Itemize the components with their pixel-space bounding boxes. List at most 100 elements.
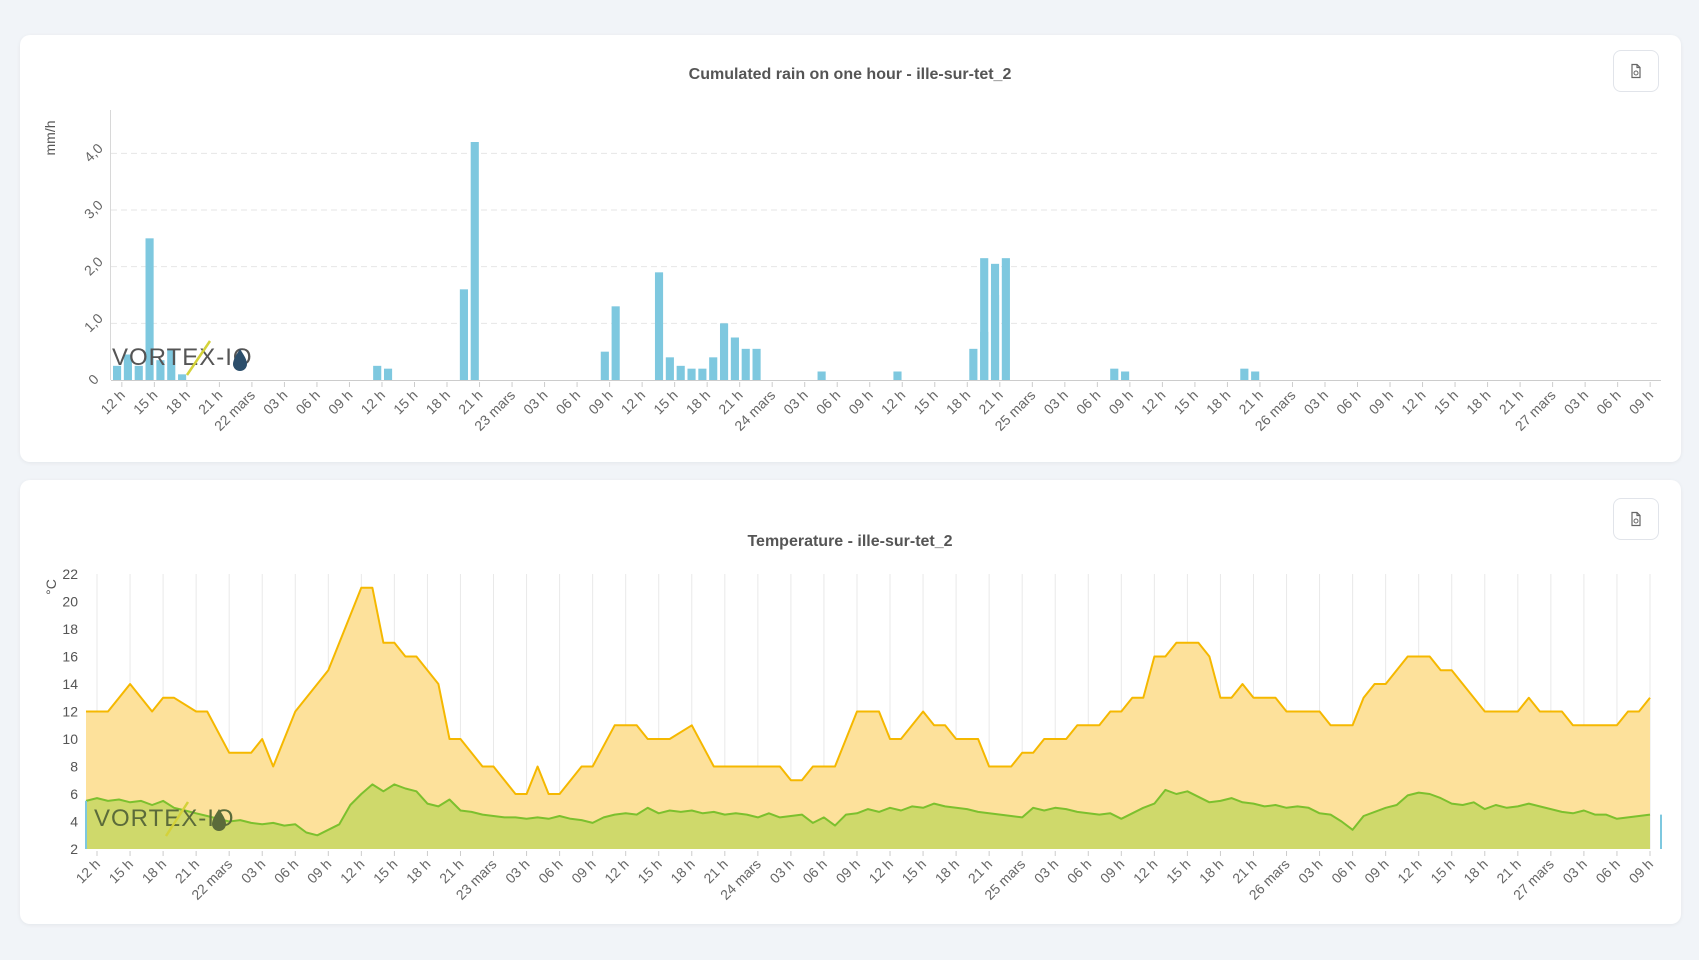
temperature-y-axis-label: °C (43, 579, 59, 595)
rain-bar[interactable] (654, 272, 664, 380)
rain-x-tick-label: 09 h (1105, 387, 1136, 418)
temperature-x-tick-label: 09 h (568, 856, 599, 887)
rain-bar[interactable] (730, 337, 739, 381)
file-export-icon (1631, 511, 1641, 527)
rain-x-tick-label: 09 h (1626, 387, 1657, 418)
rain-bar[interactable] (383, 368, 393, 380)
rain-x-tick-label: 12 h (878, 387, 909, 418)
rain-bar[interactable] (470, 142, 479, 380)
rain-bar[interactable] (665, 357, 674, 380)
rain-x-tick-label: 06 h (813, 387, 844, 418)
rain-x-tick-label: 18 h (1203, 387, 1234, 418)
rain-bar[interactable] (719, 323, 729, 380)
rain-bar[interactable] (980, 258, 989, 380)
rain-bar[interactable] (113, 365, 122, 380)
rain-bar[interactable] (969, 348, 978, 380)
rain-y-tick-label: 3,0 (81, 197, 106, 222)
rain-x-tick-label: 12 h (1398, 387, 1429, 418)
temperature-series-1-line[interactable] (85, 783, 1651, 837)
temperature-x-tick-label: 06 h (1328, 856, 1359, 887)
rain-y-tick-label: 0 (85, 371, 102, 388)
rain-export-button[interactable] (1613, 50, 1659, 92)
rain-chart-title: Cumulated rain on one hour - ille-sur-te… (689, 66, 1012, 83)
rain-x-tick-label: 18 h (423, 387, 454, 418)
rain-bar[interactable] (123, 354, 132, 381)
rain-bar[interactable] (459, 289, 468, 380)
rain-bar[interactable] (373, 365, 382, 380)
rain-bar[interactable] (167, 348, 176, 380)
temperature-x-tick-label: 03 h (1295, 856, 1326, 887)
temperature-x-tick-label: 03 h (238, 856, 269, 887)
rain-x-tick-label: 12 h (97, 387, 128, 418)
temperature-chart: Temperature - ille-sur-tet_2 °C 2 4 6 8 10 12… (43, 533, 1662, 903)
rain-x-tick-label: 09 h (1366, 387, 1397, 418)
temperature-y-tick-label: 16 (62, 649, 78, 665)
rain-bar[interactable] (1110, 368, 1119, 380)
rain-bar[interactable] (687, 368, 696, 380)
temperature-y-tick-label: 10 (62, 731, 78, 747)
file-export-icon (1631, 63, 1641, 79)
rain-chart-card: Cumulated rain on one hour - ille-sur-te… (20, 35, 1681, 462)
rain-chart: Cumulated rain on one hour - ille-sur-te… (42, 66, 1661, 434)
rain-x-tick-label: 15 h (1431, 387, 1462, 418)
vortex-io-watermark: VORTEX-IO (112, 340, 252, 376)
rain-x-tick-label: 03 h (780, 387, 811, 418)
temperature-series-0-area (86, 587, 1650, 849)
rain-bar[interactable] (600, 351, 609, 380)
temperature-x-tick-label: 15 h (1427, 856, 1458, 887)
temperature-y-tick-label: 12 (62, 704, 78, 720)
temperature-y-tick-label: 8 (70, 759, 78, 775)
rain-bar[interactable] (1001, 258, 1010, 380)
rain-bar[interactable] (1251, 371, 1260, 381)
rain-x-tick-label: 06 h (1073, 387, 1104, 418)
temperature-x-tick-label: 18 h (1196, 856, 1227, 887)
temperature-series-0-line[interactable] (86, 586, 1651, 795)
rain-bar[interactable] (145, 238, 154, 380)
rain-bar[interactable] (893, 371, 902, 381)
rain-x-tick-label: 03 h (260, 387, 291, 418)
temperature-y-tick-label: 20 (62, 594, 78, 610)
temperature-y-tick-label: 22 (62, 566, 78, 582)
temperature-x-tick-label: 18 h (932, 856, 963, 887)
rain-bar[interactable] (156, 360, 165, 380)
temperature-x-tick-label: 15 h (106, 856, 137, 887)
rain-x-tick-label: 15 h (910, 387, 941, 418)
rain-bar[interactable] (698, 368, 707, 380)
temperature-x-tick-label: 12 h (337, 856, 368, 887)
rain-x-tick-label: 03 h (1301, 387, 1332, 418)
temperature-x-tick-label: 06 h (271, 856, 302, 887)
rain-y-tick-label: 4,0 (81, 140, 106, 165)
rain-x-tick-label: 18 h (683, 387, 714, 418)
rain-x-tick-label: 12 h (358, 387, 389, 418)
temperature-series-1-area (86, 784, 1650, 849)
temperature-x-tick-label: 06 h (535, 856, 566, 887)
temperature-x-tick-label: 09 h (833, 856, 864, 887)
temperature-x-tick-label: 06 h (799, 856, 830, 887)
rain-bar[interactable] (709, 357, 718, 380)
rain-bar[interactable] (1240, 368, 1249, 380)
temperature-x-tick-label: 06 h (1064, 856, 1095, 887)
temperature-y-tick-label: 2 (70, 841, 78, 857)
temperature-x-tick-label: 09 h (304, 856, 335, 887)
rain-bar[interactable] (178, 374, 187, 380)
rain-bar[interactable] (741, 348, 750, 380)
rain-x-tick-label: 03 h (1040, 387, 1071, 418)
rain-bar[interactable] (752, 348, 761, 380)
rain-y-tick-label: 2,0 (81, 253, 106, 278)
temperature-y-tick-label: 6 (70, 786, 78, 802)
temperature-x-tick-label: 06 h (1592, 856, 1623, 887)
temperature-x-tick-label: 18 h (139, 856, 170, 887)
rain-bar[interactable] (134, 365, 143, 380)
rain-bar[interactable] (676, 365, 685, 380)
rain-x-tick-label: 09 h (845, 387, 876, 418)
rain-x-tick-label: 06 h (1593, 387, 1624, 418)
temperature-y-tick-label: 18 (62, 621, 78, 637)
rain-bar[interactable] (990, 263, 1000, 380)
temperature-x-tick-label: 15 h (899, 856, 930, 887)
rain-bar[interactable] (1121, 371, 1130, 381)
temperature-export-button[interactable] (1613, 498, 1659, 540)
rain-bar[interactable] (817, 371, 826, 381)
temperature-x-tick-label: 12 h (1394, 856, 1425, 887)
rain-bar[interactable] (611, 306, 620, 380)
temperature-x-tick-label: 09 h (1097, 856, 1128, 887)
